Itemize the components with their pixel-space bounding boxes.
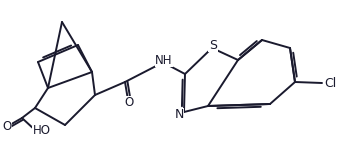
Text: O: O [124, 96, 134, 110]
Text: HO: HO [33, 123, 51, 136]
Text: S: S [209, 38, 217, 52]
Text: NH: NH [155, 53, 173, 66]
Text: Cl: Cl [324, 77, 336, 90]
Text: O: O [2, 119, 12, 132]
Text: N: N [174, 108, 184, 122]
